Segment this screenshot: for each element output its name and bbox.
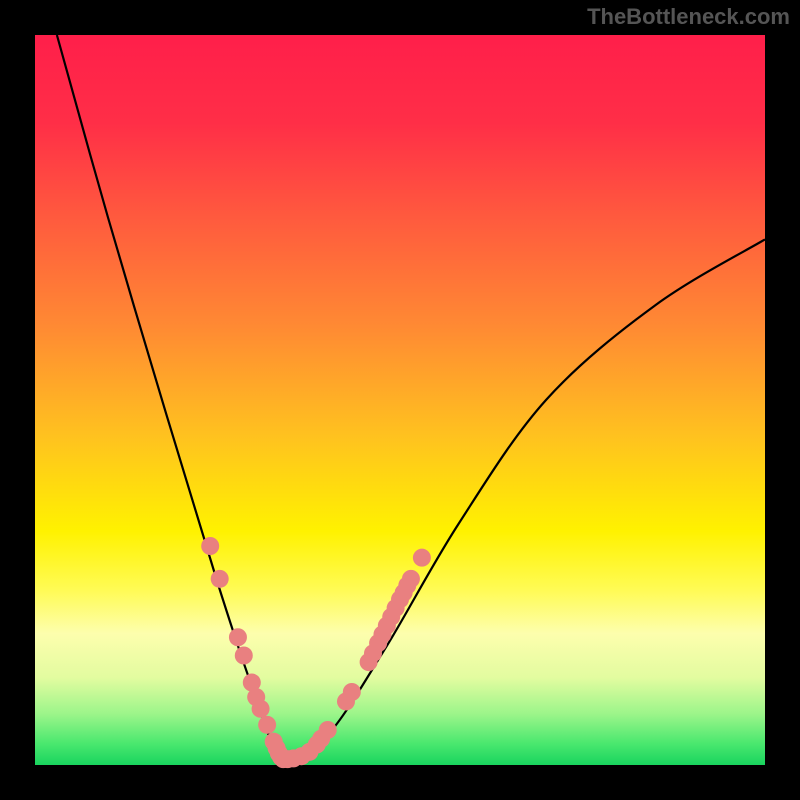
data-point [402, 570, 420, 588]
data-point [229, 628, 247, 646]
data-point [413, 549, 431, 567]
data-point [252, 700, 270, 718]
bottleneck-chart [0, 0, 800, 800]
data-point [319, 721, 337, 739]
data-point [201, 537, 219, 555]
data-point [235, 647, 253, 665]
data-point [211, 570, 229, 588]
data-point [343, 683, 361, 701]
data-point [258, 716, 276, 734]
plot-background [35, 35, 765, 765]
chart-container: { "watermark": { "text": "TheBottleneck.… [0, 0, 800, 800]
watermark-text: TheBottleneck.com [587, 4, 790, 30]
